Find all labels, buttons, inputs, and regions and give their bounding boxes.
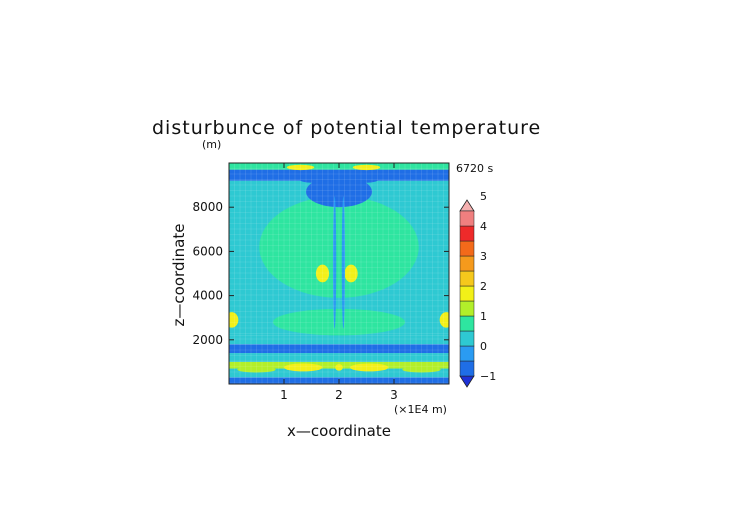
colorbar-swatch <box>459 210 475 227</box>
colorbar-tick-label: 4 <box>480 220 487 233</box>
contour-blob <box>273 308 405 336</box>
colorbar-swatch <box>459 300 475 317</box>
x-tick-label: 2 <box>335 388 343 402</box>
contour-blob <box>286 164 315 171</box>
colorbar-swatch <box>459 255 475 272</box>
y-tick-label: 8000 <box>192 200 223 214</box>
x-tick-label: 1 <box>280 388 288 402</box>
contour-blob <box>306 176 372 208</box>
x-ticks: 1 2 3 <box>280 163 398 402</box>
contour-blob <box>439 312 449 328</box>
colorbar-tick-label: 5 <box>480 190 487 203</box>
colorbar-tick-label: 2 <box>480 280 487 293</box>
colorbar-tick-label: 0 <box>480 340 487 353</box>
contour-band <box>229 169 449 181</box>
contour-band <box>229 368 449 378</box>
y-tick-label: 2000 <box>192 333 223 347</box>
grid-lines <box>229 163 449 384</box>
contour-blob <box>315 264 330 283</box>
contour-band <box>229 335 449 345</box>
y-ticks: 2000 4000 6000 8000 <box>192 200 449 347</box>
y-tick-label: 6000 <box>192 244 223 258</box>
y-axis-label: z—coordinate <box>170 224 188 327</box>
contour-band <box>229 353 449 362</box>
contour-band <box>229 344 449 354</box>
colorbar-swatch <box>459 240 475 257</box>
colorbar-swatch <box>459 345 475 362</box>
y-unit-label: (m) <box>202 138 221 151</box>
contour-blob <box>237 366 276 373</box>
x-tick-label: 3 <box>390 388 398 402</box>
contour-blob <box>335 364 343 371</box>
colorbar-end-high <box>459 199 475 212</box>
contour-blob <box>402 366 441 373</box>
contour-blob <box>350 363 389 372</box>
colorbar-swatch <box>459 285 475 302</box>
contour-blob <box>352 164 381 171</box>
colorbar-swatch <box>459 360 475 377</box>
x-unit-label: (×1E4 m) <box>394 403 447 416</box>
chart-title: disturbunce of potential temperature <box>152 117 541 139</box>
colorbar-swatch <box>459 330 475 347</box>
contour-stripe <box>332 196 337 329</box>
contour-blob <box>297 174 331 183</box>
x-axis-label: x—coordinate <box>287 422 391 440</box>
colorbar-tick-label: −1 <box>480 370 496 383</box>
y-tick-label: 4000 <box>192 289 223 303</box>
colorbar: −1 0 1 2 3 4 5 <box>459 190 496 388</box>
contour-blob <box>229 312 239 328</box>
colorbar-swatch <box>459 270 475 287</box>
colorbar-tick-label: 1 <box>480 310 487 323</box>
colorbar-tick-label: 3 <box>480 250 487 263</box>
colorbar-swatch <box>459 315 475 332</box>
contour-blob <box>259 196 419 298</box>
contour-blob <box>284 363 323 372</box>
colorbar-end-low <box>459 375 475 388</box>
contour-stripe <box>341 196 346 329</box>
contour-blob <box>344 264 358 283</box>
colorbar-swatch <box>459 225 475 242</box>
contour-blob <box>347 174 381 183</box>
time-label: 6720 s <box>456 162 493 175</box>
